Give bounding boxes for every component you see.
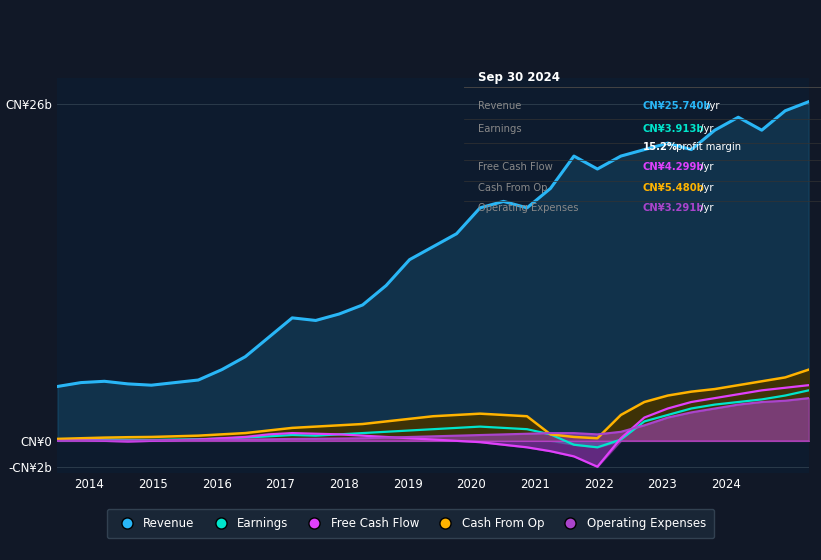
Text: /yr: /yr: [703, 101, 720, 110]
Text: CN¥3.291b: CN¥3.291b: [643, 203, 704, 213]
Text: Earnings: Earnings: [478, 124, 522, 134]
Text: profit margin: profit margin: [672, 142, 741, 152]
Text: CN¥3.913b: CN¥3.913b: [643, 124, 704, 134]
Legend: Revenue, Earnings, Free Cash Flow, Cash From Op, Operating Expenses: Revenue, Earnings, Free Cash Flow, Cash …: [107, 509, 714, 538]
Text: Sep 30 2024: Sep 30 2024: [478, 71, 560, 85]
Text: /yr: /yr: [697, 183, 713, 193]
Text: Free Cash Flow: Free Cash Flow: [478, 162, 553, 172]
Text: CN¥5.480b: CN¥5.480b: [643, 183, 704, 193]
Text: /yr: /yr: [697, 162, 713, 172]
Text: /yr: /yr: [697, 203, 713, 213]
Text: Cash From Op: Cash From Op: [478, 183, 548, 193]
Text: Operating Expenses: Operating Expenses: [478, 203, 579, 213]
Text: /yr: /yr: [697, 124, 713, 134]
Text: 15.2%: 15.2%: [643, 142, 677, 152]
Text: CN¥4.299b: CN¥4.299b: [643, 162, 704, 172]
Text: Revenue: Revenue: [478, 101, 521, 110]
Text: CN¥25.740b: CN¥25.740b: [643, 101, 711, 110]
